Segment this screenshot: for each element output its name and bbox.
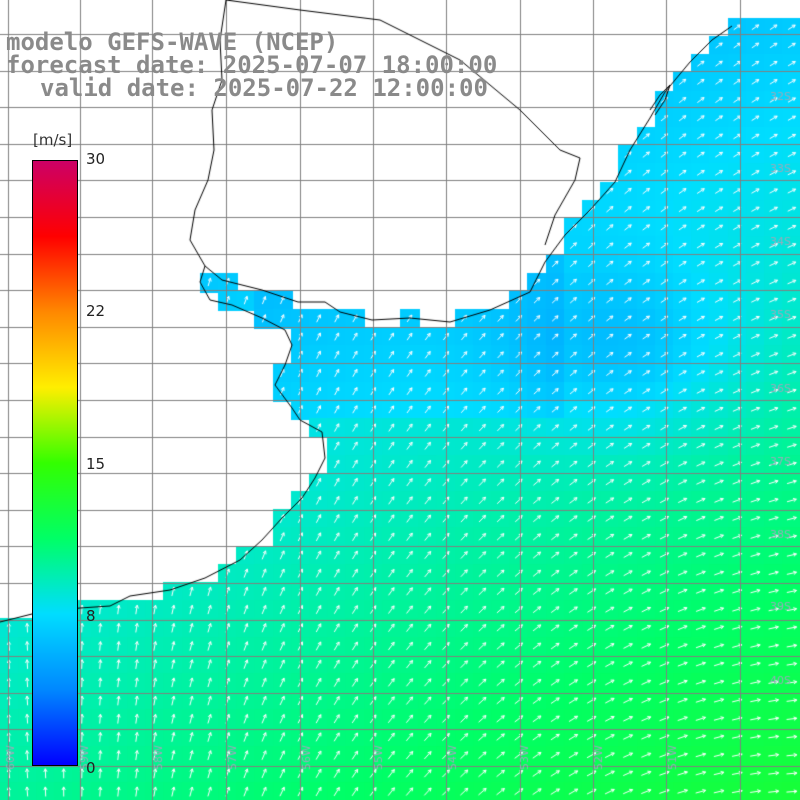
colorbar-tick-22: 22 bbox=[86, 302, 106, 320]
title-forecast-date: forecast date: 2025-07-07 18:00:00 bbox=[6, 51, 498, 79]
colorbar-tick-8: 8 bbox=[86, 607, 96, 625]
colorbar-tick-0: 0 bbox=[86, 759, 96, 777]
colorbar-tick-15: 15 bbox=[86, 455, 106, 473]
colorbar-unit-label: [m/s] bbox=[33, 131, 73, 149]
title-valid-date: valid date: 2025-07-22 12:00:00 bbox=[40, 74, 488, 102]
colorbar bbox=[32, 160, 78, 766]
title-model: modelo GEFS-WAVE (NCEP) bbox=[6, 28, 339, 56]
colorbar-tick-30: 30 bbox=[86, 150, 106, 168]
